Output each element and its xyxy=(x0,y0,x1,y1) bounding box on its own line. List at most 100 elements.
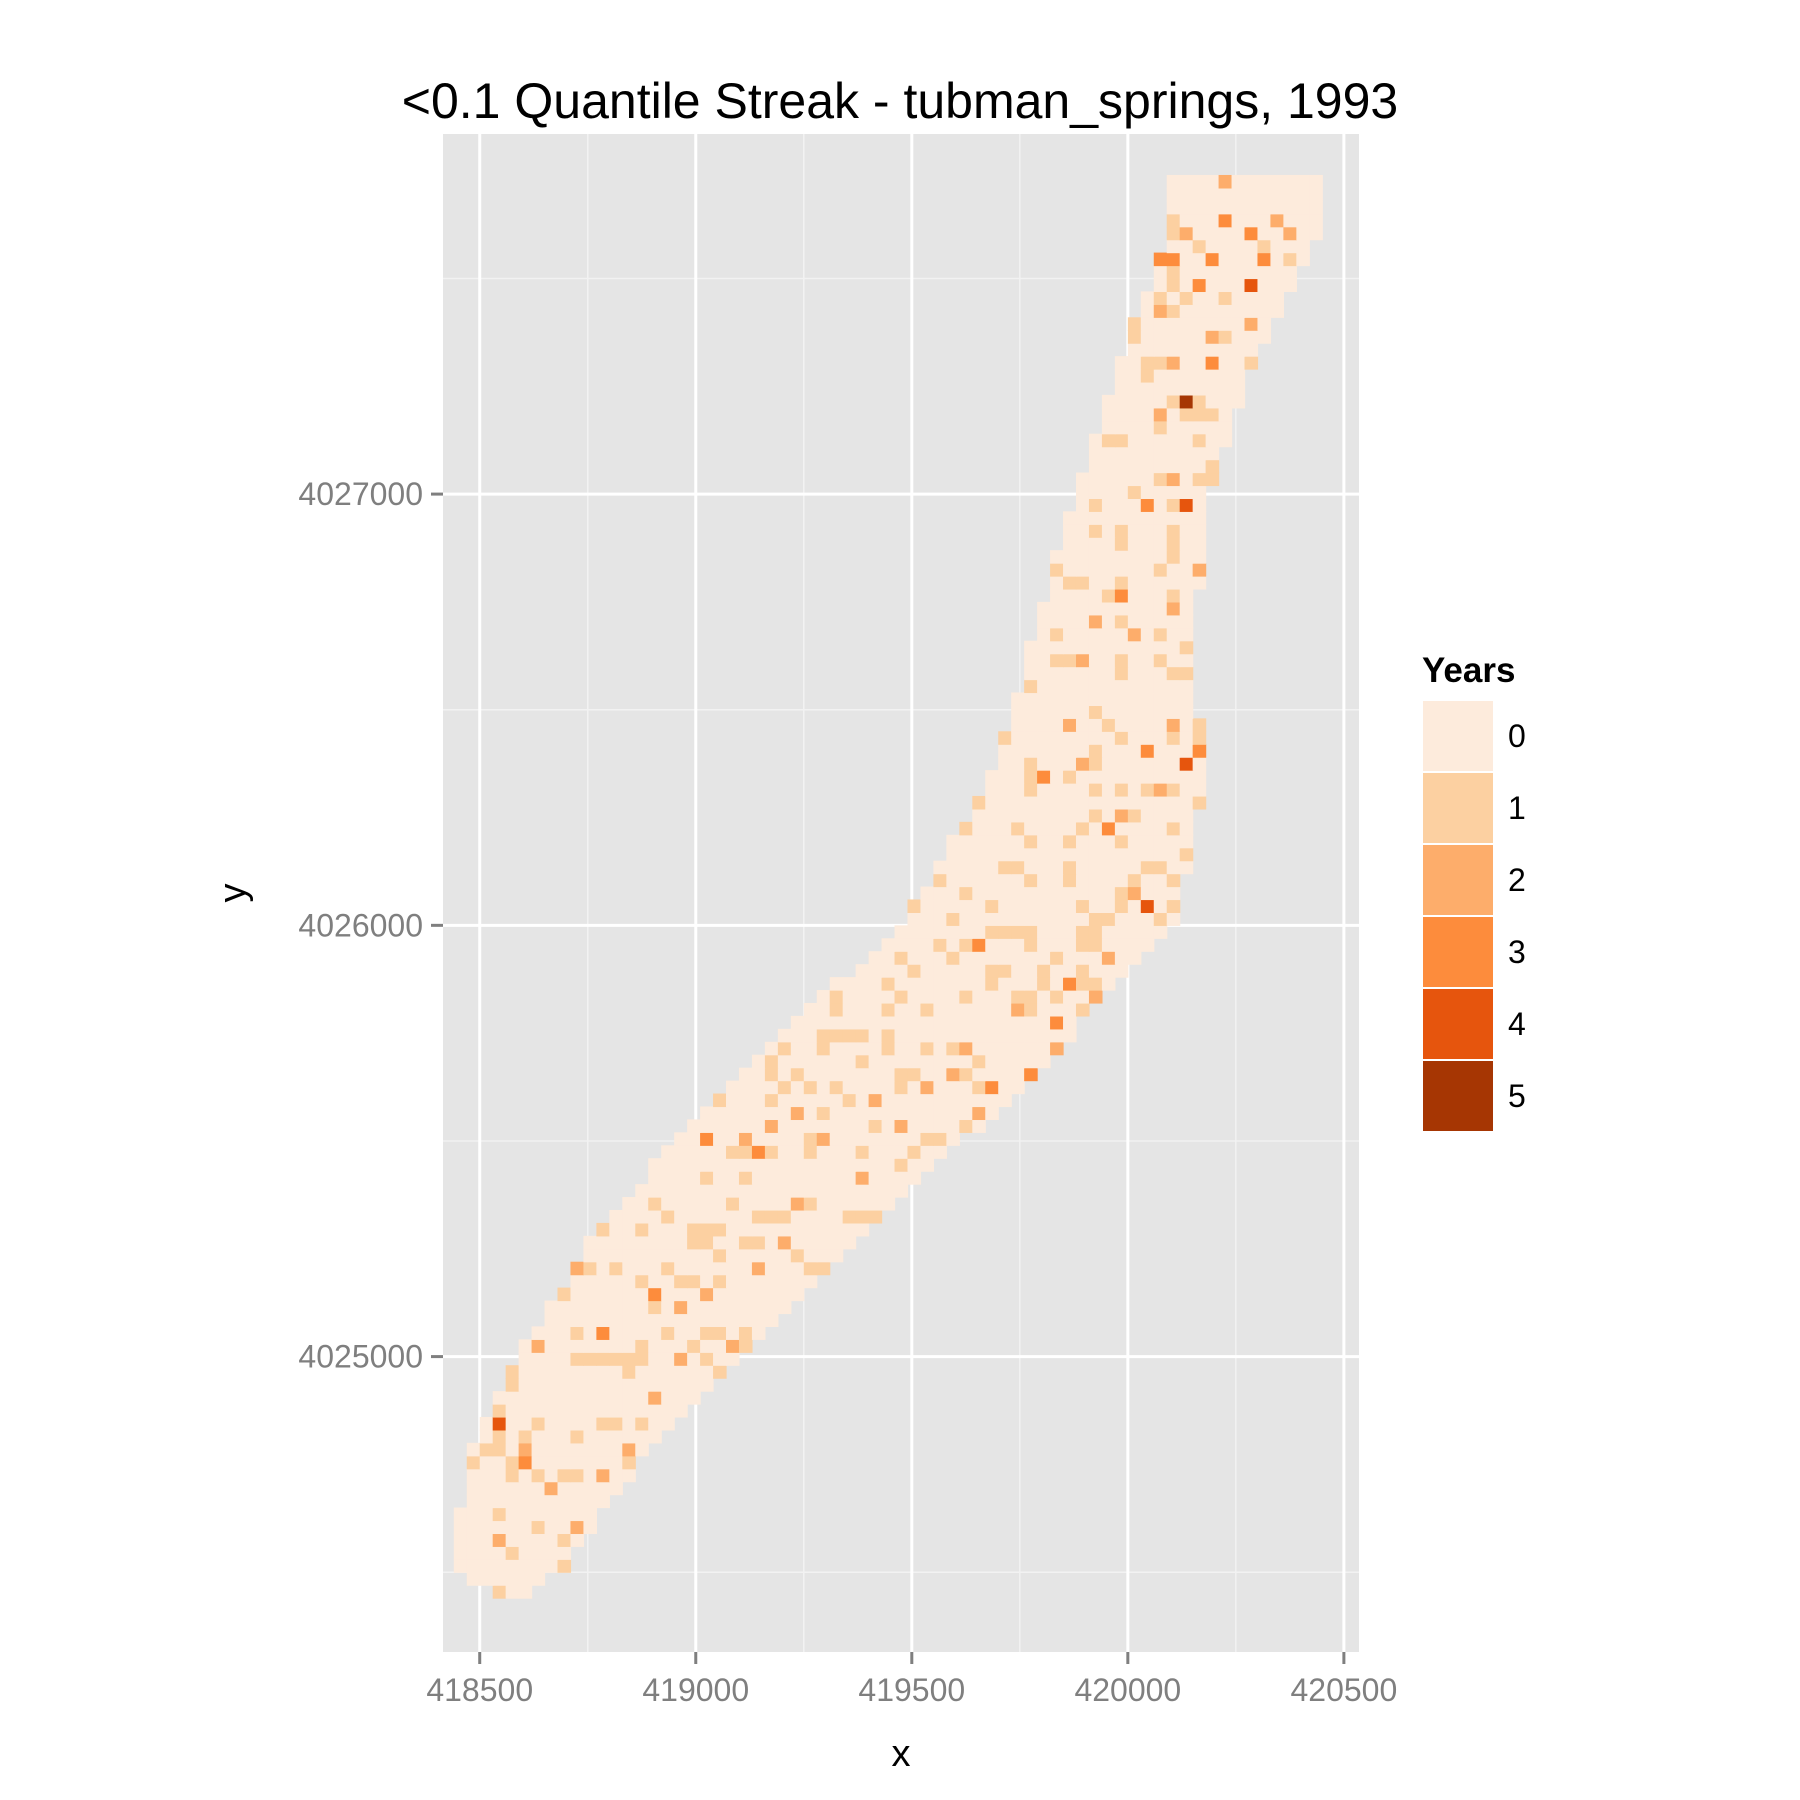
heatmap-cell xyxy=(1037,1028,1051,1043)
heatmap-cell xyxy=(1050,886,1064,901)
heatmap-cell xyxy=(764,1300,779,1315)
heatmap-cell xyxy=(1166,588,1181,603)
heatmap-cell xyxy=(635,1339,649,1353)
heatmap-cell xyxy=(1114,550,1129,564)
heatmap-cell xyxy=(1075,770,1090,784)
heatmap-cell xyxy=(1153,718,1168,732)
heatmap-cell xyxy=(1063,601,1077,616)
heatmap-cell xyxy=(1166,757,1181,771)
heatmap-cell xyxy=(764,1222,779,1237)
heatmap-cell xyxy=(959,899,973,914)
heatmap-cell xyxy=(1037,873,1051,888)
heatmap-cell xyxy=(790,1158,805,1172)
heatmap-cell xyxy=(1257,317,1272,331)
heatmap-cell xyxy=(1088,977,1103,991)
heatmap-cell xyxy=(609,1365,623,1379)
heatmap-cell xyxy=(1024,1041,1038,1056)
heatmap-cell xyxy=(1166,576,1181,590)
heatmap-cell xyxy=(751,1145,766,1159)
heatmap-cell xyxy=(959,1041,973,1056)
heatmap-cell xyxy=(1153,627,1168,642)
heatmap-cell xyxy=(907,977,922,991)
heatmap-cell xyxy=(907,1132,922,1146)
heatmap-cell xyxy=(1063,705,1077,719)
heatmap-cell xyxy=(777,1067,792,1082)
heatmap-cell xyxy=(959,938,973,952)
heatmap-cell xyxy=(1063,640,1077,655)
heatmap-cell xyxy=(1166,795,1181,810)
heatmap-cell xyxy=(674,1132,688,1146)
heatmap-cell xyxy=(920,964,935,978)
heatmap-cell xyxy=(466,1494,481,1509)
heatmap-cell xyxy=(933,1093,947,1108)
heatmap-cell xyxy=(1244,278,1259,293)
heatmap-cell xyxy=(803,1067,818,1082)
heatmap-cell xyxy=(959,873,973,888)
heatmap-cell xyxy=(881,1002,896,1017)
heatmap-cell xyxy=(920,1080,935,1095)
heatmap-cell xyxy=(1231,278,1246,293)
heatmap-cell xyxy=(933,912,947,926)
heatmap-cell xyxy=(1101,679,1116,694)
heatmap-cell xyxy=(1114,472,1129,487)
heatmap-cell xyxy=(1179,446,1194,461)
heatmap-cell xyxy=(972,808,986,823)
heatmap-cell xyxy=(842,1106,857,1121)
heatmap-cell xyxy=(661,1313,675,1328)
heatmap-cell xyxy=(1011,1054,1025,1069)
heatmap-cell xyxy=(1075,925,1090,939)
heatmap-cell xyxy=(1050,692,1064,707)
heatmap-cell xyxy=(1088,653,1103,668)
heatmap-cell xyxy=(622,1197,636,1211)
heatmap-cell xyxy=(1179,744,1194,758)
heatmap-cell xyxy=(1179,550,1194,564)
heatmap-cell xyxy=(1179,278,1194,293)
heatmap-cell xyxy=(1088,795,1103,810)
heatmap-cell xyxy=(1114,964,1129,978)
heatmap-cell xyxy=(544,1352,559,1366)
heatmap-cell xyxy=(648,1300,662,1315)
heatmap-cell xyxy=(881,1067,896,1082)
heatmap-cell xyxy=(1101,537,1116,551)
heatmap-cell xyxy=(570,1404,585,1418)
heatmap-cell xyxy=(687,1274,701,1289)
heatmap-cell xyxy=(713,1184,727,1198)
heatmap-cell xyxy=(1011,808,1025,823)
heatmap-cell xyxy=(570,1287,585,1302)
heatmap-cell xyxy=(842,1041,857,1056)
heatmap-cell xyxy=(492,1404,507,1418)
heatmap-cell xyxy=(531,1404,546,1418)
heatmap-cell xyxy=(1153,550,1168,564)
heatmap-cell xyxy=(1218,317,1233,331)
heatmap-cell xyxy=(1205,459,1220,474)
heatmap-cell xyxy=(1231,356,1246,370)
heatmap-cell xyxy=(1140,731,1155,745)
heatmap-cell xyxy=(829,1028,844,1043)
heatmap-cell xyxy=(570,1352,585,1366)
heatmap-cell xyxy=(1192,783,1207,797)
heatmap-cell xyxy=(1101,925,1116,939)
heatmap-cell xyxy=(1127,485,1142,500)
heatmap-cell xyxy=(1244,291,1259,305)
heatmap-cell xyxy=(1114,847,1129,862)
heatmap-cell xyxy=(687,1119,701,1133)
heatmap-cell xyxy=(726,1080,740,1095)
heatmap-cell xyxy=(570,1365,585,1379)
heatmap-cell xyxy=(1153,666,1168,681)
heatmap-cell xyxy=(972,990,986,1004)
heatmap-cell xyxy=(1205,369,1220,383)
heatmap-cell xyxy=(907,1002,922,1017)
heatmap-cell xyxy=(531,1468,546,1483)
heatmap-cell xyxy=(518,1404,533,1418)
heatmap-cell xyxy=(557,1559,572,1573)
heatmap-cell xyxy=(855,1067,870,1082)
heatmap-cell xyxy=(1088,692,1103,707)
heatmap-cell xyxy=(531,1533,546,1547)
heatmap-cell xyxy=(1127,317,1142,331)
heatmap-cell xyxy=(1050,795,1064,810)
heatmap-cell xyxy=(609,1287,623,1302)
heatmap-cell xyxy=(1244,356,1259,370)
heatmap-cell xyxy=(803,1054,818,1069)
heatmap-cell xyxy=(920,1054,935,1069)
heatmap-cell xyxy=(1050,834,1064,849)
